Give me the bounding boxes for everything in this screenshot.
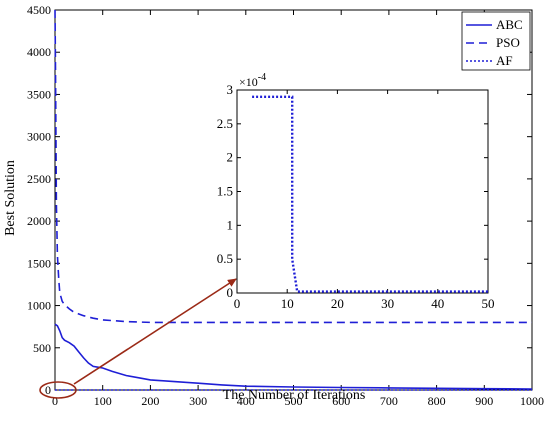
- inset-x-tick-label: 40: [431, 296, 444, 311]
- y-tick-label: 0: [45, 383, 51, 397]
- inset-y-tick-label: 2: [227, 150, 234, 165]
- series-line-abc: [54, 323, 533, 390]
- x-tick-label: 200: [141, 394, 159, 408]
- y-tick-label: 2500: [27, 172, 51, 186]
- y-tick-label: 4000: [27, 45, 51, 59]
- x-axis-label: The Number of Iterations: [223, 388, 366, 403]
- inset-y-tick-label: 2.5: [217, 116, 233, 131]
- x-tick-label: 400: [237, 394, 255, 408]
- y-axis-label: Best Solution: [3, 160, 18, 236]
- zoom-ellipse: [39, 381, 77, 399]
- inset-y-tick-label: 0: [227, 285, 234, 300]
- series-line-pso: [54, 9, 532, 324]
- x-tick-label: 700: [380, 394, 398, 408]
- inset-x-tick-label: 10: [281, 296, 294, 311]
- y-tick-label: 3000: [27, 130, 51, 144]
- inset-exponent-label: ×10-4: [239, 72, 266, 89]
- inset-y-tick-label: 0.5: [217, 251, 233, 266]
- x-tick-label: 800: [428, 394, 446, 408]
- y-tick-label: 4500: [27, 3, 51, 17]
- inset-chart: 0 10 20 30 40 50 0 0.5 1 1.5 2 2.5 3 ×10-4: [217, 72, 495, 311]
- inset-frame: [236, 89, 489, 294]
- legend-entry: PSO: [496, 35, 520, 50]
- legend: ABC PSO AF: [461, 11, 531, 71]
- legend-entry: ABC: [496, 17, 523, 32]
- inset-x-tick-label: 0: [234, 296, 241, 311]
- x-tick-label: 300: [189, 394, 207, 408]
- y-tick-label: 1500: [27, 256, 51, 270]
- inset-y-tick-label: 1.5: [217, 184, 233, 199]
- x-tick-label: 600: [332, 394, 350, 408]
- inset-y-tick-label: 3: [227, 82, 234, 97]
- y-tick-label: 2000: [27, 214, 51, 228]
- x-tick-label: 100: [94, 394, 112, 408]
- main-axes: 0 100 200 300 400 500 600 700 800 900 100005001000…: [27, 3, 544, 408]
- x-tick-label: 500: [285, 394, 303, 408]
- legend-entry: AF: [496, 53, 513, 68]
- inset-y-tick-label: 1: [227, 217, 234, 232]
- inset-x-tick-label: 50: [482, 296, 495, 311]
- legend-box: [461, 11, 531, 71]
- x-tick-label: 0: [52, 394, 58, 408]
- inset-x-tick-label: 20: [331, 296, 344, 311]
- y-tick-label: 500: [33, 341, 51, 355]
- zoom-arrow-line: [73, 278, 237, 385]
- x-tick-label: 1000: [520, 394, 544, 408]
- main-series: [54, 9, 533, 391]
- y-tick-label: 1000: [27, 299, 51, 313]
- inset-x-tick-label: 30: [381, 296, 394, 311]
- y-tick-label: 3500: [27, 87, 51, 101]
- x-tick-label: 900: [475, 394, 493, 408]
- zoom-arrow: [39, 278, 237, 399]
